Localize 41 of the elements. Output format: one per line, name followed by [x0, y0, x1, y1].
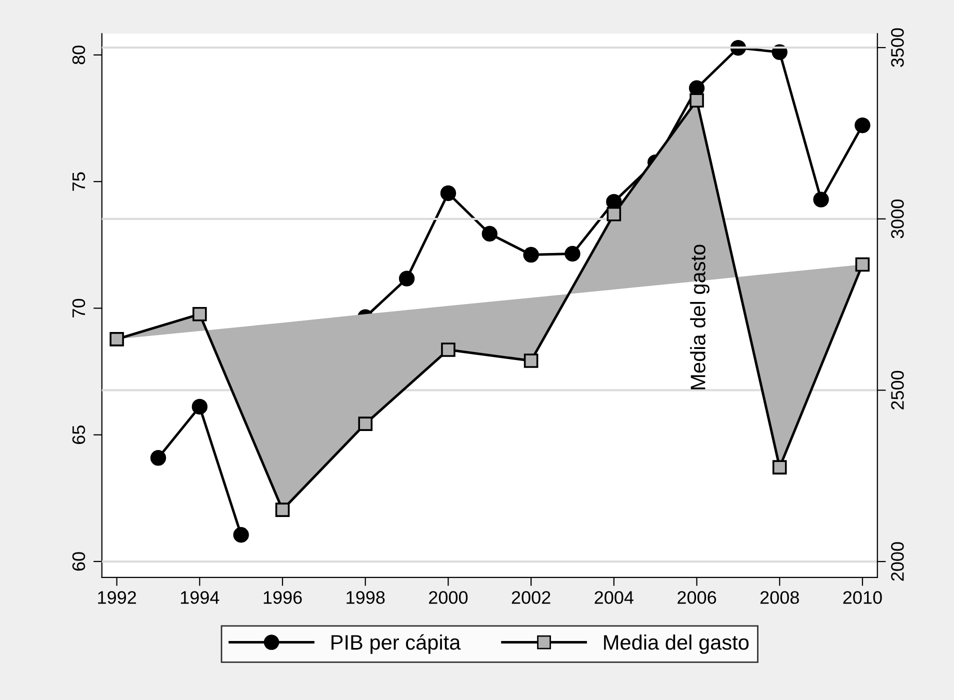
point	[233, 527, 249, 543]
point	[855, 257, 870, 272]
point	[524, 354, 538, 368]
point	[440, 185, 456, 202]
point	[813, 192, 829, 208]
x-tick-label: 2008	[760, 591, 799, 604]
point	[398, 270, 415, 286]
x-tick-label: 1998	[346, 591, 385, 604]
y-tick-label: 70	[72, 298, 86, 318]
y2-tick-label: 3500	[891, 28, 904, 67]
point	[275, 502, 290, 517]
point	[606, 206, 622, 222]
point	[441, 342, 456, 357]
point	[564, 246, 580, 262]
annotation: Media del gasto	[690, 244, 710, 390]
legend-label: PIB per cápita	[332, 634, 461, 654]
legend-label: Media del gasto	[604, 634, 749, 654]
point	[110, 332, 124, 346]
point	[523, 246, 539, 263]
point	[854, 118, 870, 134]
point	[482, 226, 498, 242]
x-tick-label: 2004	[594, 591, 634, 604]
x-tick-label: 2010	[843, 591, 882, 604]
point	[192, 398, 208, 415]
point	[192, 306, 207, 322]
y2-tick-label: 2500	[891, 370, 904, 410]
point	[358, 416, 373, 431]
point	[772, 460, 787, 474]
y-tick-label: 75	[72, 172, 86, 191]
y-tick-label: 60	[72, 552, 86, 571]
x-tick-label: 2006	[678, 591, 716, 604]
y-tick-label: 80	[72, 46, 86, 64]
x-tick-label: 1996	[264, 591, 302, 604]
x-tick-label: 1992	[98, 591, 136, 604]
y-tick-label: 65	[72, 426, 86, 444]
x-tick-label: 2002	[512, 591, 550, 604]
x-tick-label: 2000	[429, 591, 468, 604]
point	[690, 93, 704, 108]
point	[150, 450, 166, 466]
x-tick-label: 1994	[180, 591, 220, 604]
y2-tick-label: 3000	[891, 200, 904, 238]
